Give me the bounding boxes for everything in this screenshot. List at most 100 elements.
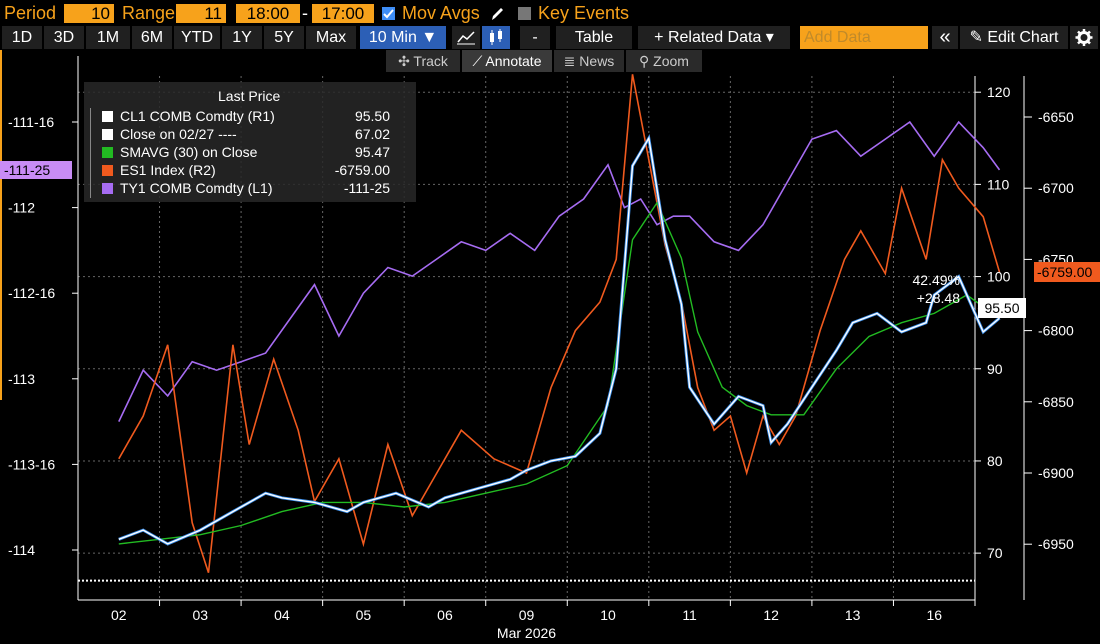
right2-tick-label: -6650 — [1038, 109, 1074, 125]
legend-header: Last Price — [218, 88, 281, 104]
chart-series — [118, 74, 1001, 573]
line-chart-button[interactable] — [452, 26, 480, 49]
es1-last-tag: -6759.00 — [1034, 262, 1100, 282]
legend-row-cl1[interactable]: CL1 COMB Comdty (R1) 95.50 — [84, 108, 416, 126]
news-button[interactable]: ≣ News — [554, 50, 624, 72]
legend-bracket — [90, 108, 97, 198]
pencil-icon[interactable] — [490, 6, 504, 22]
table-button[interactable]: Table — [556, 26, 632, 49]
right2-tick-label: -6850 — [1038, 394, 1074, 410]
x-tick-label: 12 — [763, 607, 779, 623]
abs-change-label: +28.48 — [916, 290, 960, 306]
chart-legend: Last Price CL1 COMB Comdty (R1) 95.50 Cl… — [84, 82, 416, 202]
cl1-last-tag: 95.50 — [978, 298, 1026, 318]
legend-swatch-smavg — [102, 147, 113, 158]
x-tick-label: 06 — [437, 607, 453, 623]
ty1-last-tag: -111-25 — [0, 161, 72, 179]
range-6m-button[interactable]: 6M — [132, 26, 172, 49]
left-tick-label: -112 — [8, 200, 35, 216]
time-separator: - — [302, 3, 308, 23]
candlestick-icon — [490, 29, 502, 45]
key-events-checkbox[interactable] — [518, 7, 531, 20]
toolbar-ranges: 1D 3D 1M 6M YTD 1Y 5Y Max 10 Min ▼ - Tab… — [0, 26, 1100, 49]
legend-name-close: Close on 02/27 ---- — [120, 126, 237, 142]
axis-tick-labels: 120 110 100 90 80 70 -111-16 -112 -112-16 -113 -11… — [8, 84, 1074, 641]
gear-icon — [1075, 29, 1093, 46]
series-line-cl1 — [118, 136, 1000, 545]
legend-name-es1: ES1 Index (R2) — [120, 162, 216, 178]
x-tick-label: 02 — [111, 607, 127, 623]
check-icon — [383, 9, 394, 19]
annotate-button[interactable]: ⟋ Annotate — [462, 50, 552, 72]
legend-swatch-es1 — [102, 165, 113, 176]
legend-row-es1[interactable]: ES1 Index (R2) -6759.00 — [84, 162, 416, 180]
series-line-es1 — [118, 74, 1001, 573]
toolbar-top: Period 10 Range 11 18:00 - 17:00 Mov Avg… — [0, 0, 1100, 26]
legend-swatch-close — [102, 129, 113, 140]
range-1m-button[interactable]: 1M — [86, 26, 130, 49]
legend-value-close: 67.02 — [354, 126, 390, 142]
range-label: Range — [122, 3, 176, 23]
left-tick-label: -111-16 — [8, 114, 54, 130]
legend-value-smavg: 95.47 — [354, 144, 390, 160]
legend-value-cl1: 95.50 — [354, 108, 390, 124]
legend-name-ty1: TY1 COMB Comdty (L1) — [120, 180, 273, 196]
key-events-label[interactable]: Key Events — [538, 3, 630, 23]
chart-axes — [72, 56, 1032, 606]
mov-avgs-checkbox[interactable] — [382, 7, 395, 20]
right2-tick-label: -6700 — [1038, 180, 1074, 196]
time-start-input[interactable]: 18:00 — [236, 4, 300, 23]
series-line-ty1 — [118, 120, 1001, 422]
range-5y-button[interactable]: 5Y — [264, 26, 304, 49]
legend-value-es1: -6759.00 — [334, 162, 390, 178]
right1-tick-label: 100 — [987, 269, 1011, 285]
settings-button[interactable] — [1070, 26, 1098, 49]
collapse-button[interactable]: « — [932, 26, 958, 49]
x-tick-label: 03 — [193, 607, 209, 623]
add-data-input[interactable]: Add Data — [800, 26, 928, 49]
x-tick-label: 10 — [600, 607, 616, 623]
legend-swatch-ty1 — [102, 183, 113, 194]
legend-row-smavg[interactable]: SMAVG (30) on Close 95.47 — [84, 144, 416, 162]
range-1y-button[interactable]: 1Y — [222, 26, 262, 49]
range-ytd-button[interactable]: YTD — [174, 26, 220, 49]
x-tick-label: 05 — [356, 607, 372, 623]
left-tick-label: -114 — [8, 542, 35, 558]
line-chart-icon — [457, 31, 475, 45]
range-1d-button[interactable]: 1D — [2, 26, 42, 49]
time-end-input[interactable]: 17:00 — [312, 4, 374, 23]
legend-row-ty1[interactable]: TY1 COMB Comdty (L1) -111-25 — [84, 180, 416, 198]
interval-dropdown[interactable]: 10 Min ▼ — [360, 26, 446, 49]
right2-tick-label: -6900 — [1038, 465, 1074, 481]
x-tick-label: 13 — [845, 607, 861, 623]
legend-swatch-cl1 — [102, 111, 113, 122]
edit-chart-button[interactable]: ✎ Edit Chart — [960, 26, 1068, 49]
x-tick-label: 09 — [519, 607, 535, 623]
range-input[interactable]: 11 — [176, 4, 226, 23]
left-tick-label: -113 — [8, 371, 35, 387]
chart-options-dropdown[interactable]: - — [520, 26, 550, 49]
track-button[interactable]: ✣ Track — [386, 50, 460, 72]
left-tick-label: -112-16 — [8, 285, 55, 301]
right1-tick-label: 90 — [987, 361, 1003, 377]
legend-name-smavg: SMAVG (30) on Close — [120, 144, 258, 160]
right1-tick-label: 80 — [987, 453, 1003, 469]
candle-chart-button[interactable] — [482, 26, 510, 49]
legend-value-ty1: -111-25 — [343, 180, 390, 196]
x-tick-label: 04 — [274, 607, 290, 623]
legend-name-cl1: CL1 COMB Comdty (R1) — [120, 108, 275, 124]
legend-row-close[interactable]: Close on 02/27 ---- 67.02 — [84, 126, 416, 144]
range-max-button[interactable]: Max — [306, 26, 356, 49]
mov-avgs-label[interactable]: Mov Avgs — [402, 3, 480, 23]
right1-tick-label: 120 — [987, 84, 1011, 100]
related-data-button[interactable]: + Related Data ▾ — [638, 26, 790, 49]
right2-tick-label: -6950 — [1038, 536, 1074, 552]
period-input[interactable]: 10 — [64, 4, 114, 23]
left-accent-strip — [0, 50, 2, 400]
left-tick-label: -113-16 — [8, 456, 55, 472]
right1-tick-label: 110 — [987, 176, 1010, 192]
zoom-button[interactable]: ⚲ Zoom — [626, 50, 702, 72]
range-3d-button[interactable]: 3D — [44, 26, 84, 49]
chart-grid — [78, 76, 975, 600]
